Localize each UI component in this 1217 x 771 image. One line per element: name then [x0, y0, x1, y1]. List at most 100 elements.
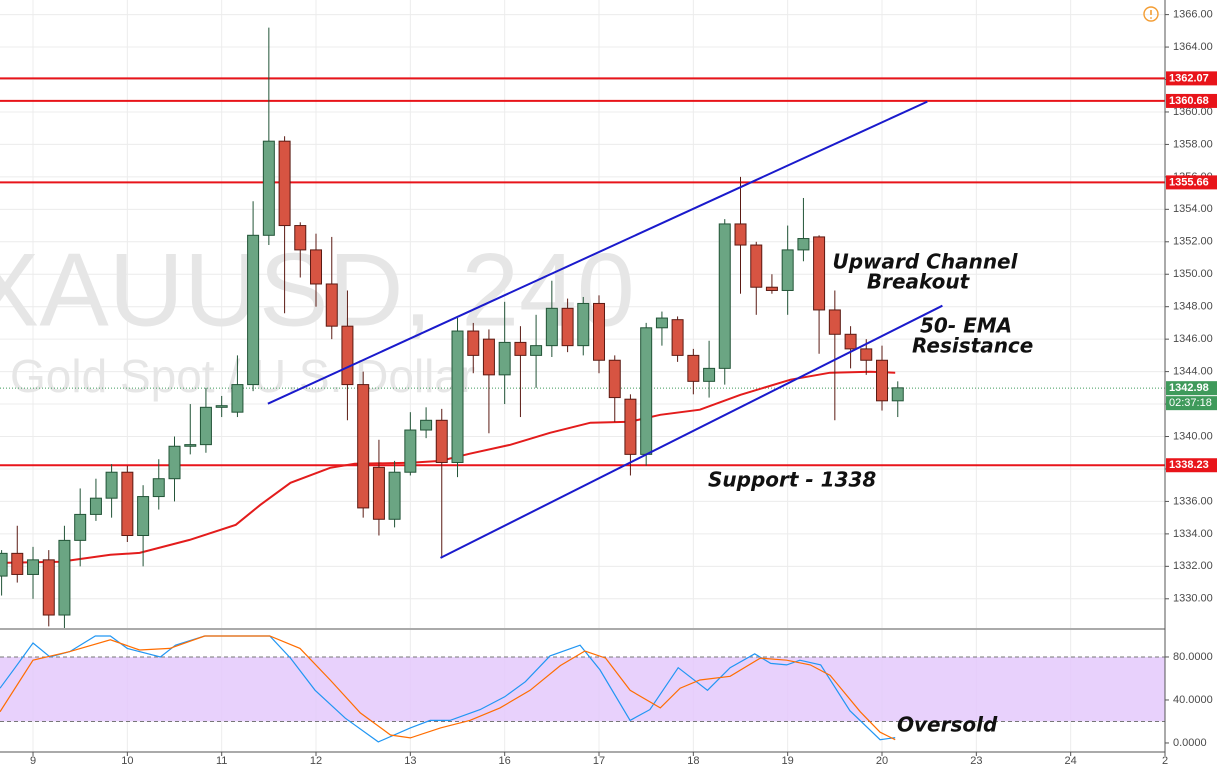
candle-body: [781, 249, 794, 291]
y-tick-label: 1334.00: [1173, 528, 1213, 540]
countdown-tag: [1166, 396, 1217, 411]
candle-body: [640, 327, 653, 455]
y-tick-label: 1360.00: [1173, 106, 1213, 118]
info-dot: [1150, 17, 1152, 19]
candle-body: [765, 286, 778, 291]
last-price-label: 1342.98: [1169, 382, 1209, 394]
candle-body: [734, 223, 747, 246]
countdown-label: 02:37:18: [1169, 397, 1212, 409]
candle-body: [262, 140, 275, 236]
candle-body: [310, 249, 323, 285]
level-tag: [1166, 175, 1217, 190]
plot-layer: [0, 27, 1165, 743]
candle-body: [58, 539, 71, 616]
level-tag: [1166, 458, 1217, 473]
y-tick-label: 0.0000: [1173, 737, 1207, 749]
candle-body: [325, 283, 338, 327]
candle-body: [608, 359, 621, 399]
candle-body: [357, 384, 370, 509]
candle-body: [372, 466, 385, 520]
y-tick-label: 1354.00: [1173, 203, 1213, 215]
y-tick-label: 1344.00: [1173, 366, 1213, 378]
x-tick-label: 17: [593, 755, 605, 767]
y-tick-label: 80.0000: [1173, 651, 1213, 663]
annotation: Upward Channel: [833, 250, 1019, 274]
candle-body: [797, 238, 810, 251]
y-tick-label: 1350.00: [1173, 268, 1213, 280]
candle-body: [137, 496, 150, 537]
y-tick-label: 40.0000: [1173, 694, 1213, 706]
candle-body: [671, 319, 684, 356]
y-tick-label: 1358.00: [1173, 138, 1213, 150]
oscillator-line: [0, 635, 896, 743]
info-circle: [1143, 6, 1159, 22]
annotations: Upward Channel Breakout 50- EMA Resistan…: [708, 250, 1033, 737]
candle-body: [813, 236, 826, 311]
candle-body: [703, 367, 716, 382]
level-label: 1338.23: [1169, 459, 1209, 471]
candle-body: [0, 552, 8, 577]
candle-body: [467, 330, 480, 356]
candle-body: [655, 317, 668, 329]
level-label: 1360.68: [1169, 95, 1209, 107]
x-tick-label: 12: [310, 755, 322, 767]
level-tag: [1166, 93, 1217, 108]
x-tick-label: 2: [1162, 755, 1168, 767]
x-tick-label: 11: [216, 755, 227, 767]
annotation: Breakout: [867, 270, 971, 294]
candle-body: [168, 445, 181, 480]
candle-body: [561, 307, 574, 347]
candle-body: [231, 384, 244, 413]
y-tick-label: 1336.00: [1173, 495, 1213, 507]
x-tick-label: 19: [782, 755, 794, 767]
candle-body: [184, 444, 197, 447]
x-tick-label: 24: [1065, 755, 1077, 767]
y-tick-label: 1332.00: [1173, 560, 1213, 572]
oscillator-line: [0, 635, 896, 741]
candle-body: [105, 471, 118, 499]
level-label: 1362.07: [1169, 72, 1209, 84]
candle-body: [388, 471, 401, 520]
y-tick-label: 1348.00: [1173, 301, 1213, 313]
candle-body: [577, 302, 590, 347]
y-tick-label: 1364.00: [1173, 41, 1213, 53]
candle-body: [152, 478, 165, 498]
annotation: 50- EMA: [920, 314, 1012, 338]
candle-body: [215, 405, 228, 408]
x-tick-label: 9: [30, 755, 36, 767]
candle-body: [828, 309, 841, 335]
candle-body: [278, 140, 291, 227]
candle-body: [121, 471, 134, 537]
y-tick-label: 1330.00: [1173, 593, 1213, 605]
candle-body: [687, 354, 700, 382]
annotation: Resistance: [912, 334, 1033, 358]
candle-body: [420, 419, 433, 431]
candle-body: [844, 333, 857, 350]
candle-body: [27, 559, 40, 575]
candle-body: [718, 223, 731, 369]
level-tag: [1166, 71, 1217, 86]
candle-body: [482, 338, 495, 376]
candle-body: [42, 559, 55, 616]
y-tick-label: 1352.00: [1173, 236, 1213, 248]
candle-body: [74, 513, 87, 541]
oversold-overbought-band: [0, 656, 1165, 722]
candle-body: [876, 359, 889, 402]
candle-body: [247, 234, 260, 386]
channel-line: [440, 304, 943, 559]
candle-body: [435, 419, 448, 463]
level-label: 1355.66: [1169, 176, 1209, 188]
x-tick-label: 10: [121, 755, 133, 767]
annotation: Oversold: [897, 713, 998, 737]
candle-body: [514, 341, 527, 356]
candle-body: [89, 497, 102, 515]
info-icon[interactable]: [1143, 6, 1159, 22]
candle-body: [860, 348, 873, 361]
channel-line: [267, 100, 928, 405]
x-tick-label: 16: [499, 755, 511, 767]
candle-body: [498, 341, 511, 376]
candle-body: [891, 387, 904, 402]
candle-body: [294, 225, 307, 251]
